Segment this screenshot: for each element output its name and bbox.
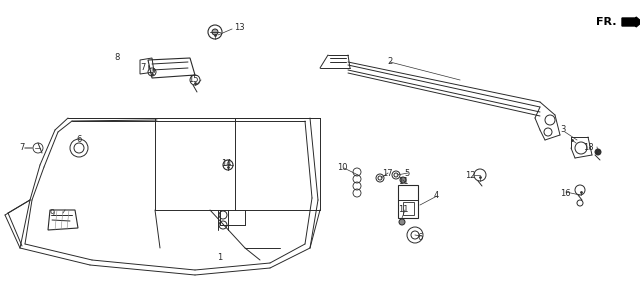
Text: 15: 15 <box>188 76 198 84</box>
Circle shape <box>399 219 405 225</box>
Text: 16: 16 <box>560 188 570 198</box>
Circle shape <box>595 149 601 155</box>
Circle shape <box>212 29 218 35</box>
Circle shape <box>400 177 406 183</box>
Text: 2: 2 <box>387 58 392 66</box>
Text: 4: 4 <box>433 192 438 200</box>
Text: 14: 14 <box>221 159 231 167</box>
Text: 8: 8 <box>115 52 120 62</box>
Text: 18: 18 <box>582 142 593 152</box>
Text: 3: 3 <box>560 125 566 135</box>
Text: 11: 11 <box>397 178 408 186</box>
Text: 6: 6 <box>76 135 82 145</box>
Text: 10: 10 <box>337 163 348 173</box>
Text: 6: 6 <box>417 234 422 242</box>
Text: 11: 11 <box>397 206 408 214</box>
Text: 5: 5 <box>404 168 410 178</box>
Text: FR.: FR. <box>596 17 616 27</box>
Text: 13: 13 <box>234 23 244 33</box>
Text: 7: 7 <box>19 143 25 152</box>
FancyArrow shape <box>622 17 640 27</box>
Text: 12: 12 <box>465 170 476 180</box>
Text: 9: 9 <box>49 209 54 217</box>
Text: 1: 1 <box>218 253 223 263</box>
Text: 17: 17 <box>381 168 392 178</box>
Text: 7: 7 <box>140 63 146 73</box>
